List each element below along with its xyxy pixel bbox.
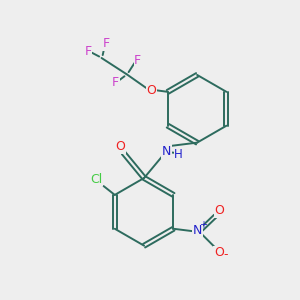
Text: F: F — [102, 38, 110, 50]
Text: F: F — [85, 45, 92, 58]
Text: -: - — [223, 248, 228, 261]
Text: Cl: Cl — [90, 172, 102, 185]
Text: F: F — [112, 76, 119, 89]
Text: O: O — [115, 140, 125, 153]
Text: F: F — [134, 54, 141, 68]
Text: O: O — [147, 84, 157, 97]
Text: N: N — [193, 224, 202, 237]
Text: O: O — [214, 246, 224, 260]
Text: N: N — [161, 145, 171, 158]
Text: +: + — [200, 220, 208, 230]
Text: O: O — [215, 204, 225, 217]
Text: H: H — [174, 148, 183, 161]
